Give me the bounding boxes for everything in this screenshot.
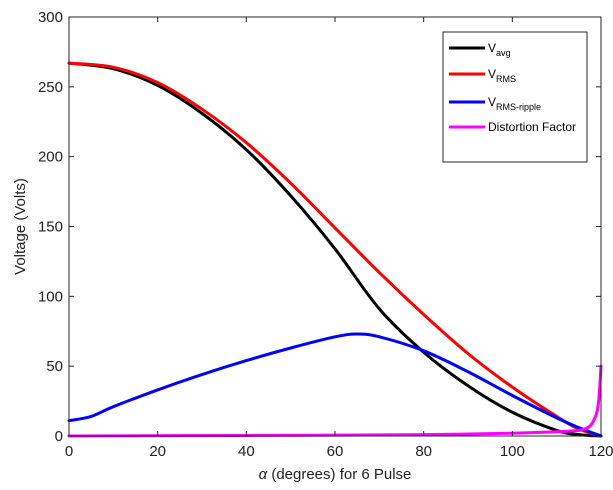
legend: Vavg VRMS VRMS-ripple Distortion Factor [442, 31, 588, 163]
axes [68, 16, 602, 437]
series-line-v-rms-ripple [67, 332, 603, 438]
x-tick-label: 80 [415, 443, 432, 460]
legend-box [442, 31, 588, 163]
x-tick-label: 100 [500, 443, 525, 460]
series-line-distortion-factor [67, 364, 603, 438]
y-tick-label: 300 [38, 9, 63, 26]
legend-label-v-rms-ripple: VRMS-ripple [488, 95, 541, 112]
x-tick-label: 40 [238, 443, 255, 460]
y-tick-label: 200 [38, 149, 63, 166]
y-tick-label: 0 [55, 428, 63, 445]
y-tick-label: 150 [38, 219, 63, 236]
x-tick-label: 120 [588, 443, 613, 460]
series-line-v-avg [67, 61, 603, 438]
legend-label-v-rms: VRMS [488, 67, 516, 84]
x-tick-label: 60 [327, 443, 344, 460]
y-tick-label: 100 [38, 288, 63, 305]
x-tick-label: 0 [65, 443, 73, 460]
x-axis-label: α (degrees) for 6 Pulse [259, 466, 412, 483]
x-axis-label-symbol: α [259, 466, 268, 483]
x-tick-label: 20 [149, 443, 166, 460]
series-lines [67, 61, 603, 438]
legend-label-v-avg: Vavg [488, 41, 511, 58]
y-tick-label: 250 [38, 79, 63, 96]
y-tick-label: 50 [46, 358, 63, 375]
y-axis-label: Voltage (Volts) [12, 178, 29, 275]
legend-label-distortion-factor: Distortion Factor [488, 120, 576, 134]
tick-labels: 0 20 40 60 80 100 120 0 50 100 150 200 250 300 [38, 9, 613, 460]
series-line-v-rms [67, 61, 603, 438]
x-axis-label-text: (degrees) for 6 Pulse [267, 466, 411, 483]
